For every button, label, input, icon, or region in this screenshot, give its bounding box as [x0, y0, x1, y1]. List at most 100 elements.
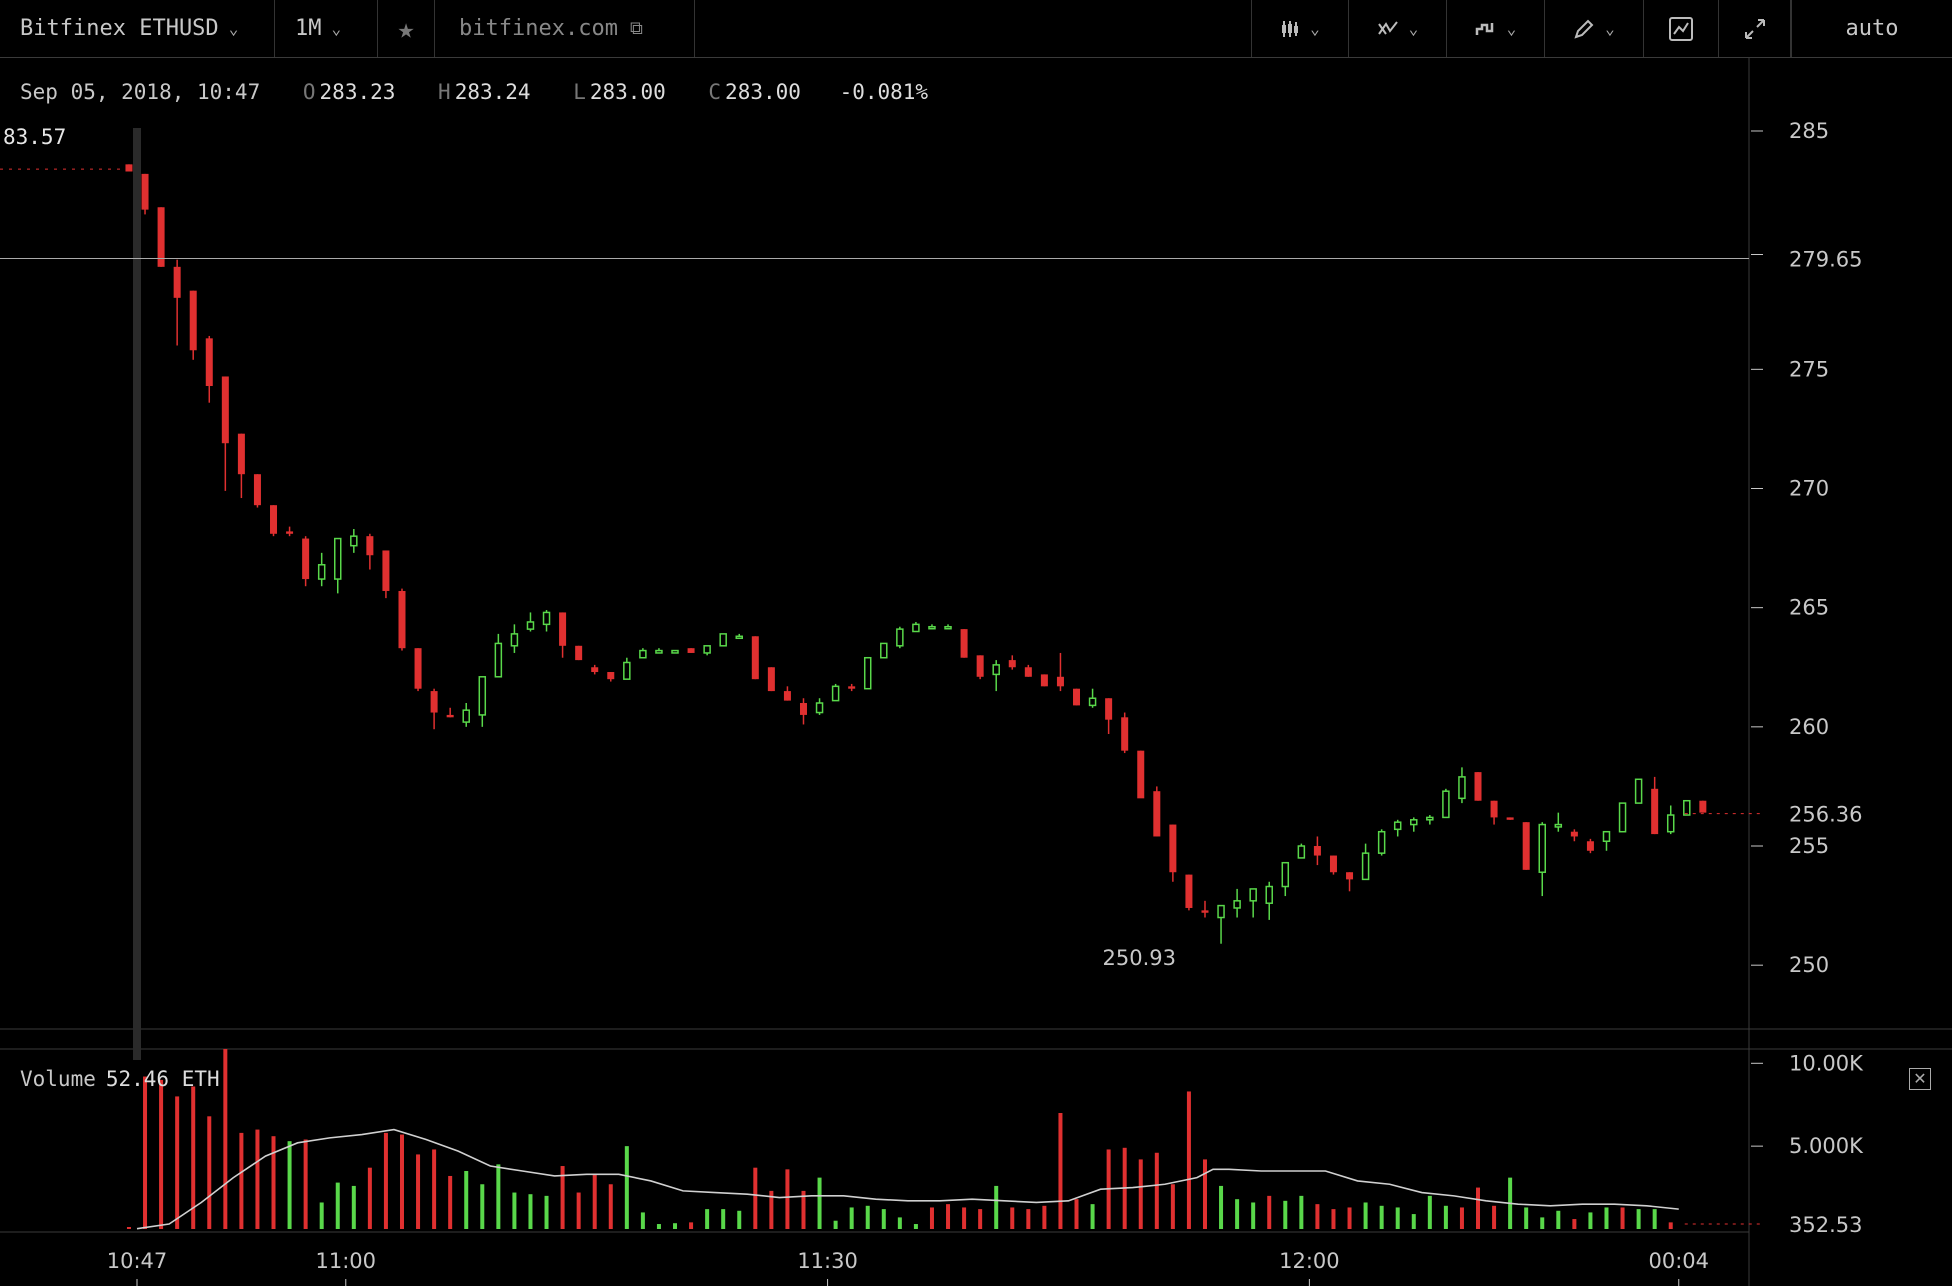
- price-axis[interactable]: 285 275 270 265 260 255 250: [1751, 119, 1829, 977]
- volume-bar: [1427, 1195, 1432, 1229]
- time-tick-label: 00:04: [1648, 1249, 1709, 1273]
- candle-body: [1442, 790, 1450, 819]
- volume-bars: [126, 1049, 1673, 1229]
- candle: [1554, 812, 1563, 832]
- compare-button[interactable]: ⌄: [1349, 0, 1447, 57]
- candle-body: [317, 564, 326, 580]
- price-tick-label: 250: [1789, 953, 1829, 977]
- candle: [1201, 900, 1209, 918]
- candle: [430, 688, 438, 730]
- candle: [944, 624, 952, 630]
- candle-body: [1490, 800, 1498, 818]
- candle-body: [1602, 830, 1611, 842]
- candle: [1666, 805, 1675, 835]
- chart-properties-button[interactable]: [1644, 0, 1719, 57]
- volume-bar: [1459, 1207, 1464, 1229]
- scale-mode-button[interactable]: auto: [1791, 0, 1952, 57]
- volume-bar: [560, 1166, 565, 1229]
- fullscreen-button[interactable]: [1719, 0, 1791, 57]
- volume-legend: Volume 52.46 ETH: [20, 1067, 220, 1091]
- price-tick-label: 270: [1789, 476, 1829, 500]
- candle-body: [1008, 660, 1016, 668]
- volume-bar: [1620, 1207, 1625, 1229]
- chart-type-button[interactable]: ⌄: [1251, 0, 1349, 57]
- candle: [639, 648, 647, 659]
- volume-bar: [303, 1139, 308, 1229]
- candle: [591, 664, 599, 675]
- candle: [1185, 874, 1193, 911]
- candle: [655, 648, 663, 654]
- candle: [735, 633, 743, 640]
- candle-body: [1153, 791, 1161, 837]
- site-link[interactable]: bitfinex.com ⧉: [435, 0, 695, 57]
- volume-bar: [335, 1182, 340, 1229]
- candle: [831, 683, 840, 702]
- candle: [928, 624, 936, 630]
- symbol-selector[interactable]: Bitfinex ETHUSD ⌄: [0, 0, 275, 57]
- site-label: bitfinex.com: [459, 16, 618, 41]
- candle-body: [478, 676, 487, 716]
- candle-body: [1666, 814, 1675, 833]
- candle: [687, 648, 695, 653]
- volume-ma-line: [136, 1128, 1679, 1230]
- volume-bar: [239, 1132, 244, 1229]
- volume-bar: [1492, 1205, 1497, 1229]
- volume-bar: [1042, 1205, 1047, 1229]
- volume-bar: [1154, 1152, 1159, 1229]
- candle-body: [1040, 674, 1048, 687]
- volume-bar: [753, 1167, 758, 1229]
- volume-bar: [1074, 1199, 1079, 1229]
- favorite-star-icon[interactable]: ★: [378, 0, 435, 57]
- volume-bar: [1588, 1212, 1593, 1229]
- volume-bar: [255, 1129, 260, 1229]
- left-price-label: 83.57: [3, 125, 67, 149]
- candle-body: [270, 505, 278, 534]
- candle: [783, 686, 791, 701]
- candle: [1683, 799, 1691, 816]
- candle-body: [1233, 900, 1241, 909]
- candle-body: [1297, 845, 1306, 859]
- candle-body: [848, 686, 856, 689]
- candle: [1506, 817, 1514, 820]
- volume-legend-value: 52.46 ETH: [105, 1067, 220, 1091]
- candle: [607, 672, 615, 682]
- time-tick-label: 12:00: [1279, 1249, 1340, 1273]
- candle: [1474, 772, 1482, 801]
- candle-body: [1201, 910, 1209, 913]
- volume-bar: [1652, 1209, 1657, 1229]
- candle: [848, 683, 856, 692]
- candle-body: [189, 290, 197, 351]
- candle: [1040, 674, 1048, 687]
- candle-body: [1377, 830, 1386, 854]
- interval-selector[interactable]: 1M ⌄: [275, 0, 378, 57]
- candle-body: [1506, 817, 1514, 820]
- candle: [317, 552, 326, 587]
- volume-bar: [1251, 1202, 1256, 1229]
- close-label: C: [708, 80, 722, 104]
- volume-bar: [143, 1076, 148, 1229]
- candle: [751, 636, 759, 680]
- indicators-button[interactable]: ⌄: [1447, 0, 1545, 57]
- candle-body: [1538, 823, 1546, 873]
- chevron-down-icon: ⌄: [1506, 19, 1517, 38]
- candle-body: [912, 623, 920, 633]
- candle: [286, 526, 294, 537]
- volume-axis[interactable]: 10.00K 5.000K: [1751, 1051, 1864, 1158]
- candle: [494, 633, 503, 678]
- drawing-tools-button[interactable]: ⌄: [1545, 0, 1644, 57]
- volume-bar: [496, 1164, 501, 1229]
- candle: [1265, 881, 1273, 920]
- close-volume-pane-icon[interactable]: ✕: [1909, 1068, 1931, 1090]
- candle: [799, 698, 807, 725]
- volume-bar: [817, 1177, 822, 1229]
- candle-body: [237, 433, 245, 475]
- candle-body: [719, 633, 727, 647]
- volume-bar: [1026, 1209, 1031, 1229]
- candle-body: [510, 633, 519, 647]
- candle-body: [1346, 872, 1354, 880]
- volume-bar: [1668, 1222, 1673, 1229]
- candle: [1233, 888, 1241, 918]
- candle-body: [1281, 861, 1290, 888]
- time-axis[interactable]: 10:47 11:00 11:30 12:00 00:04: [107, 1249, 1709, 1286]
